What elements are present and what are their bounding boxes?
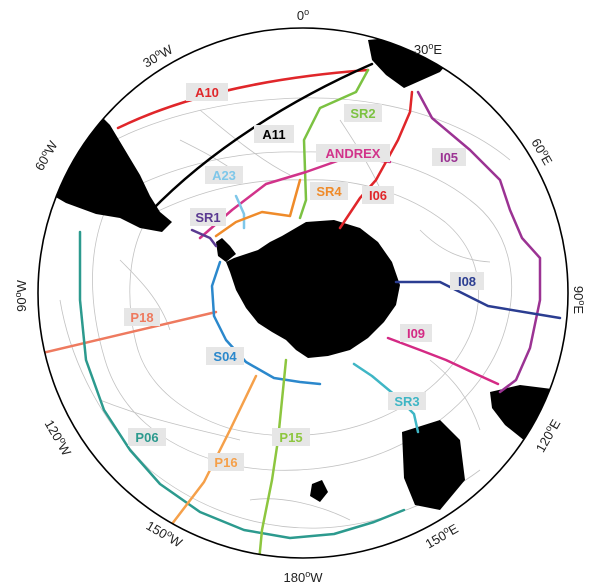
- antarctic-peninsula: [216, 238, 236, 262]
- label-s04: S04: [206, 347, 244, 365]
- label-a23: A23: [205, 166, 243, 184]
- lon-label-120e: 120oE: [532, 416, 564, 455]
- lon-label-0: 0o: [297, 7, 309, 23]
- label-andrex: ANDREX: [316, 144, 390, 162]
- section-line-sr1: [190, 228, 218, 248]
- section-line-sr2: [298, 68, 370, 220]
- section-line-i05: [416, 90, 542, 394]
- svg-text:A10: A10: [195, 85, 219, 100]
- lon-label-90e: 90oE: [571, 286, 587, 314]
- section-line-i08: [394, 280, 562, 320]
- svg-text:I08: I08: [458, 274, 476, 289]
- svg-text:I09: I09: [407, 326, 425, 341]
- svg-text:A23: A23: [212, 168, 236, 183]
- section-line-a23: [234, 194, 246, 230]
- svg-text:S04: S04: [213, 349, 237, 364]
- svg-text:P06: P06: [135, 430, 158, 445]
- svg-text:P15: P15: [279, 430, 302, 445]
- svg-text:ANDREX: ANDREX: [326, 146, 381, 161]
- svg-text:P16: P16: [214, 455, 237, 470]
- label-p18: P18: [124, 308, 160, 326]
- section-labels: A10 A11 SR2 ANDREX I05 A23 SR4 I06: [124, 83, 484, 471]
- label-sr3: SR3: [388, 392, 426, 410]
- svg-text:I05: I05: [440, 150, 458, 165]
- section-line-sr4: [214, 178, 302, 238]
- section-line-p15: [256, 358, 288, 558]
- svg-text:P18: P18: [130, 310, 153, 325]
- section-line-p18: [38, 310, 218, 356]
- section-line-p06: [78, 230, 406, 540]
- antarctica-landmass: [226, 220, 400, 358]
- label-p16: P16: [208, 453, 244, 471]
- lon-label-90w: 90oW: [13, 279, 29, 311]
- label-a11: A11: [254, 125, 294, 143]
- lon-label-120w: 120oW: [42, 417, 76, 459]
- label-p15: P15: [272, 428, 310, 446]
- lon-label-60w: 60oW: [31, 137, 61, 173]
- label-i06: I06: [362, 186, 394, 204]
- svg-text:SR3: SR3: [394, 394, 419, 409]
- svg-text:SR2: SR2: [350, 106, 375, 121]
- label-sr4: SR4: [310, 182, 348, 200]
- svg-text:A11: A11: [262, 127, 285, 142]
- label-i09: I09: [400, 324, 432, 342]
- label-p06: P06: [128, 428, 166, 446]
- section-line-i09: [386, 336, 500, 386]
- svg-text:SR1: SR1: [195, 210, 220, 225]
- map-frame-circle: [37, 27, 569, 559]
- label-sr1: SR1: [190, 208, 226, 226]
- new-zealand-landmass: [402, 420, 465, 510]
- lon-label-180w: 180oW: [284, 569, 324, 585]
- label-sr2: SR2: [344, 104, 382, 122]
- label-i08: I08: [450, 272, 484, 290]
- section-line-a11: [148, 62, 374, 214]
- lon-label-30e: 30oE: [414, 41, 442, 57]
- svg-text:SR4: SR4: [316, 184, 342, 199]
- label-a10: A10: [186, 83, 228, 101]
- tasmania-landmass: [310, 480, 328, 502]
- label-i05: I05: [432, 148, 466, 166]
- svg-text:I06: I06: [369, 188, 387, 203]
